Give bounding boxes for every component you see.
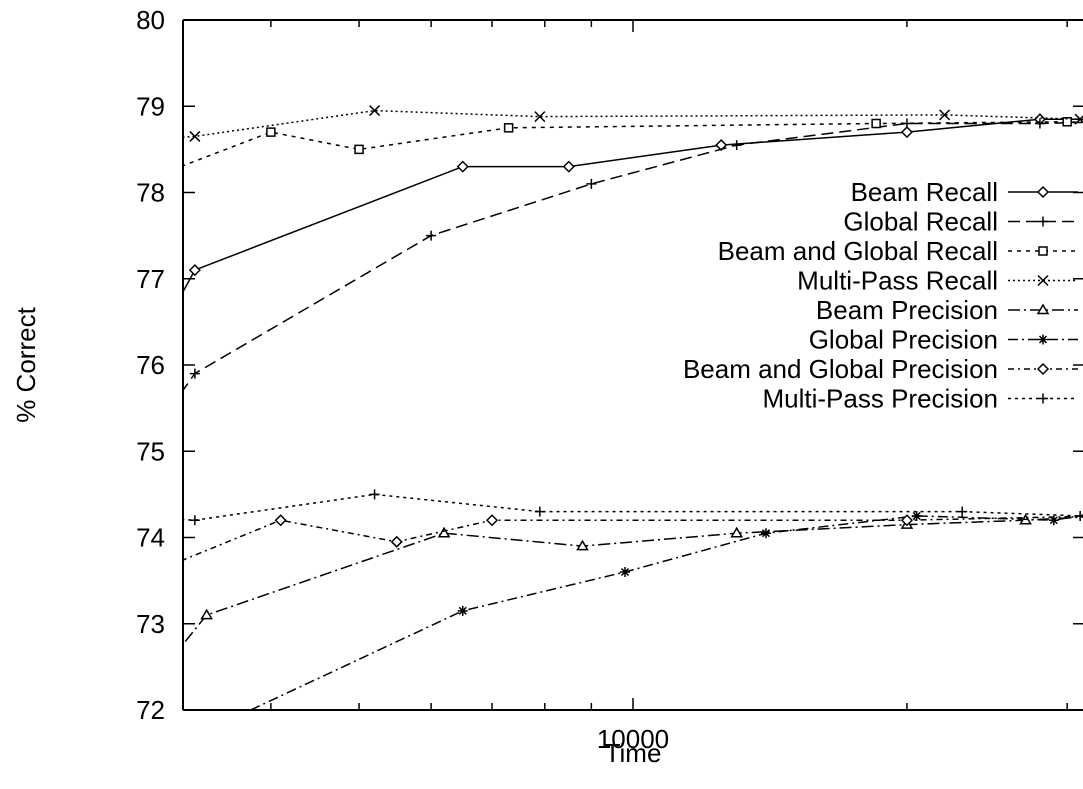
y-tick-label: 72 (136, 695, 165, 725)
legend-label-multi-pass-recall: Multi-Pass Recall (797, 266, 998, 296)
data-point-global-recall (1034, 118, 1045, 129)
data-point-beam-and-global-precision (485, 514, 499, 527)
data-point-global-precision (1048, 515, 1059, 526)
x-axis-ticks: 10000 (270, 20, 1068, 754)
data-point-global-precision (457, 605, 468, 616)
data-point-multi-pass-recall (369, 105, 381, 117)
series-multi-pass-precision (183, 489, 1083, 526)
series-global-precision (250, 510, 1083, 710)
data-point-beam-and-global-precision (11, 623, 21, 633)
legend-marker-beam-recall (1036, 185, 1050, 199)
data-point-global-recall (731, 140, 742, 151)
data-point-multi-pass-recall (939, 109, 951, 121)
y-axis-ticks: 72 73 74 75 76 77 78 79 80 (136, 5, 1083, 725)
legend-marker-beam-and-global-recall (1038, 246, 1048, 256)
y-tick-label: 73 (136, 609, 165, 639)
series-line-global-precision (250, 514, 1083, 710)
data-point-beam-recall (562, 160, 575, 173)
data-point-beam-recall (188, 264, 201, 277)
series-beam-and-global-precision (11, 514, 1083, 633)
data-point-beam-and-global-precision (390, 535, 403, 548)
data-point-beam-precision (437, 526, 451, 538)
data-point-multi-pass-recall (1074, 113, 1083, 125)
data-point-global-precision (620, 567, 631, 577)
y-tick-label: 80 (136, 5, 165, 35)
data-point-beam-and-global-recall (266, 127, 276, 137)
legend-marker-beam-precision (1036, 303, 1050, 315)
data-point-beam-and-global-recall (503, 123, 514, 133)
data-point-beam-and-global-recall (1062, 117, 1072, 127)
data-point-multi-pass-precision (369, 489, 380, 500)
legend-label-beam-recall: Beam Recall (851, 177, 998, 207)
y-tick-label: 79 (136, 91, 165, 121)
series-beam-precision (183, 513, 1083, 646)
data-point-global-precision (911, 510, 922, 521)
data-point-beam-recall (715, 139, 728, 152)
data-point-multi-pass-precision (957, 506, 968, 517)
data-point-beam-precision (730, 526, 743, 538)
legend-marker-global-recall (1038, 216, 1048, 227)
data-point-multi-pass-precision (534, 506, 545, 517)
y-tick-label: 74 (136, 523, 165, 553)
series-line-beam-and-global-recall (183, 121, 1083, 167)
x-axis-label: Time (605, 738, 662, 768)
data-point-global-precision (760, 528, 771, 539)
legend-label-multi-pass-precision: Multi-Pass Precision (762, 384, 998, 414)
legend-label-global-precision: Global Precision (809, 325, 998, 355)
legend-marker-multi-pass-precision (1038, 393, 1048, 404)
data-point-multi-pass-recall (189, 130, 201, 142)
series-line-global-recall (183, 121, 1083, 392)
data-point-beam-and-global-recall (354, 144, 364, 155)
data-point-beam-and-global-precision (900, 514, 913, 527)
legend-label-beam-and-global-recall: Beam and Global Recall (718, 236, 998, 266)
y-axis-label: % Correct (11, 306, 41, 422)
series-line-beam-recall (183, 118, 1083, 294)
legend-label-beam-and-global-precision: Beam and Global Precision (683, 354, 998, 384)
data-point-global-recall (426, 230, 437, 241)
legend-label-beam-precision: Beam Precision (816, 295, 998, 325)
x-tick-label: 10000 (597, 724, 669, 754)
data-point-global-recall (189, 368, 200, 379)
data-point-multi-pass-precision (189, 515, 200, 526)
data-point-global-recall (586, 178, 597, 189)
legend-marker-global-precision (1038, 334, 1048, 345)
legend-label-global-recall: Global Recall (843, 207, 998, 237)
y-tick-label: 77 (136, 264, 165, 294)
data-point-beam-recall (456, 160, 469, 173)
y-tick-label: 75 (136, 436, 165, 466)
y-tick-label: 78 (136, 178, 165, 208)
data-point-beam-and-global-precision (274, 514, 287, 527)
data-point-multi-pass-recall (534, 111, 546, 123)
series-beam-and-global-recall (183, 117, 1083, 167)
data-point-beam-recall (900, 126, 913, 139)
series-line-beam-precision (183, 516, 1083, 646)
series-layer (11, 105, 1083, 710)
legend-marker-beam-and-global-precision (1036, 362, 1050, 376)
series-multi-pass-recall (183, 105, 1083, 142)
data-point-global-recall (111, 481, 121, 491)
data-point-beam-precision (576, 539, 589, 551)
data-point-multi-pass-precision (1075, 510, 1083, 521)
legend-marker-multi-pass-recall (1037, 274, 1049, 287)
data-point-beam-and-global-recall (871, 118, 881, 129)
y-tick-label: 76 (136, 350, 165, 380)
data-point-beam-precision (200, 608, 213, 620)
